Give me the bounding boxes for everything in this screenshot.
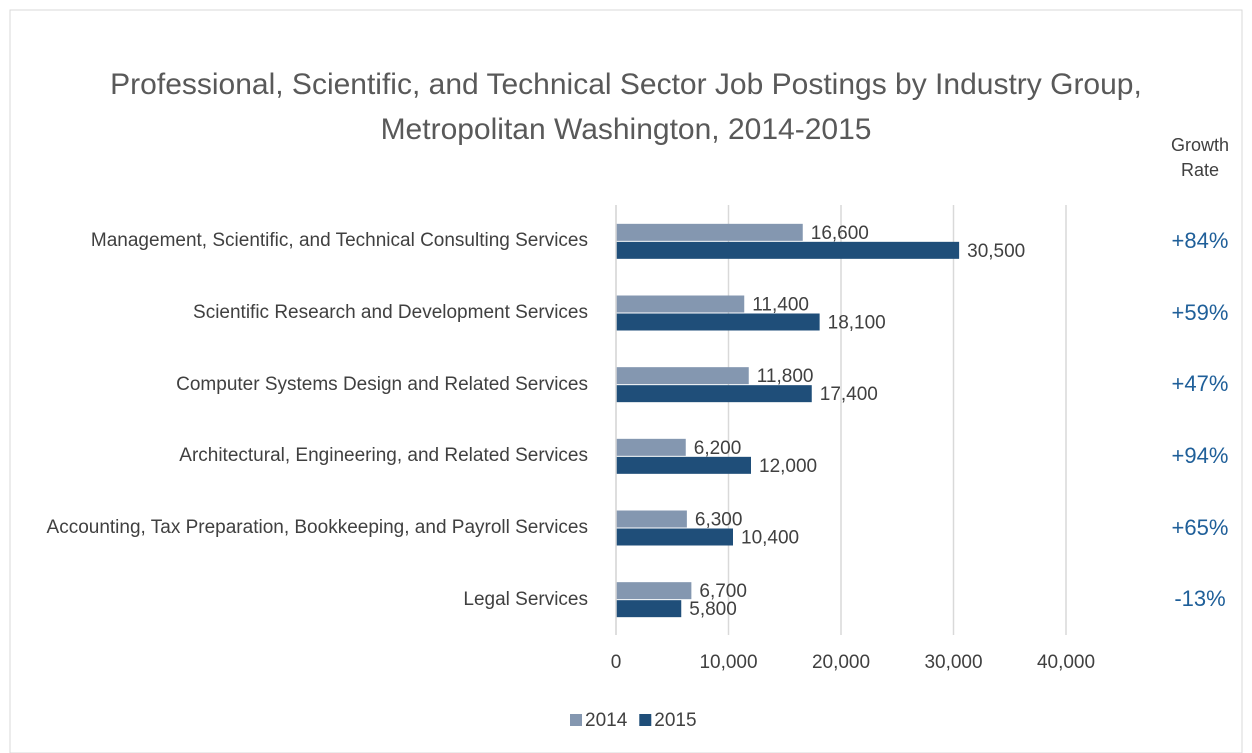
growth-rate: +84% xyxy=(1140,228,1252,254)
data-label: 6,700 xyxy=(699,581,747,602)
growth-rate-text: +65% xyxy=(1171,514,1229,540)
data-label: 11,800 xyxy=(757,366,814,387)
data-label: 5,800 xyxy=(689,599,737,620)
growth-rate: -13% xyxy=(1140,586,1252,612)
data-label: 30,500 xyxy=(967,241,1025,262)
x-tick-label: 10,000 xyxy=(699,652,757,673)
growth-rate-text: +59% xyxy=(1171,299,1229,325)
growth-rate: +59% xyxy=(1140,300,1252,326)
data-label: 6,200 xyxy=(694,438,742,459)
bar xyxy=(616,528,733,546)
y-tick-label-text: Architectural, Engineering, and Related … xyxy=(179,445,588,467)
legend-label: 2015 xyxy=(654,710,696,731)
y-tick-label: Accounting, Tax Preparation, Bookkeeping… xyxy=(8,515,588,540)
y-tick-label: Scientific Research and Development Serv… xyxy=(8,300,588,325)
data-label: 6,300 xyxy=(695,510,743,531)
bar xyxy=(616,510,687,528)
growth-rate: +94% xyxy=(1140,443,1252,469)
data-label: 18,100 xyxy=(828,313,886,334)
y-tick-label-text: Accounting, Tax Preparation, Bookkeeping… xyxy=(46,517,588,538)
y-tick-label-text: Computer Systems Design and Related Serv… xyxy=(176,373,588,395)
x-tick-label: 0 xyxy=(611,652,622,673)
chart-border xyxy=(9,9,1243,753)
x-tick-label: 20,000 xyxy=(812,652,870,673)
chart-title: Professional, Scientific, and Technical … xyxy=(110,68,1142,146)
legend-swatch xyxy=(570,714,582,726)
data-label: 17,400 xyxy=(820,384,878,405)
bar xyxy=(616,600,682,618)
y-tick-label: Architectural, Engineering, and Related … xyxy=(8,443,588,468)
bar xyxy=(616,456,751,474)
x-tick-label: 40,000 xyxy=(1037,652,1095,673)
bar xyxy=(616,241,960,259)
bar xyxy=(616,223,803,241)
growth-rate-text: +94% xyxy=(1171,442,1229,468)
bar xyxy=(616,295,745,313)
legend-label: 2014 xyxy=(585,710,628,731)
data-label: 10,400 xyxy=(741,528,799,549)
growth-rate-text: +47% xyxy=(1171,371,1229,397)
growth-rate-text: +84% xyxy=(1171,227,1229,253)
growth-rate-title: Growth Rate xyxy=(1170,135,1230,180)
y-tick-label: Management, Scientific, and Technical Co… xyxy=(8,228,588,253)
data-label: 16,600 xyxy=(811,223,869,244)
data-label: 12,000 xyxy=(759,456,817,477)
bar xyxy=(616,385,812,403)
growth-rate: +47% xyxy=(1140,371,1252,397)
bar xyxy=(616,582,692,600)
y-tick-label: Computer Systems Design and Related Serv… xyxy=(8,372,588,397)
y-tick-label-text: Management, Scientific, and Technical Co… xyxy=(90,230,588,252)
legend-swatch xyxy=(639,714,652,726)
bar xyxy=(616,367,749,385)
bar xyxy=(616,313,820,331)
y-tick-label: Legal Services xyxy=(8,587,588,612)
data-label: 11,400 xyxy=(752,295,809,316)
growth-rate: +65% xyxy=(1140,515,1252,541)
x-tick-label: 30,000 xyxy=(924,652,982,673)
growth-rate-text: -13% xyxy=(1174,586,1226,612)
y-tick-label-text: Legal Services xyxy=(463,588,588,610)
y-tick-label-text: Scientific Research and Development Serv… xyxy=(193,302,588,323)
bar xyxy=(616,438,686,456)
